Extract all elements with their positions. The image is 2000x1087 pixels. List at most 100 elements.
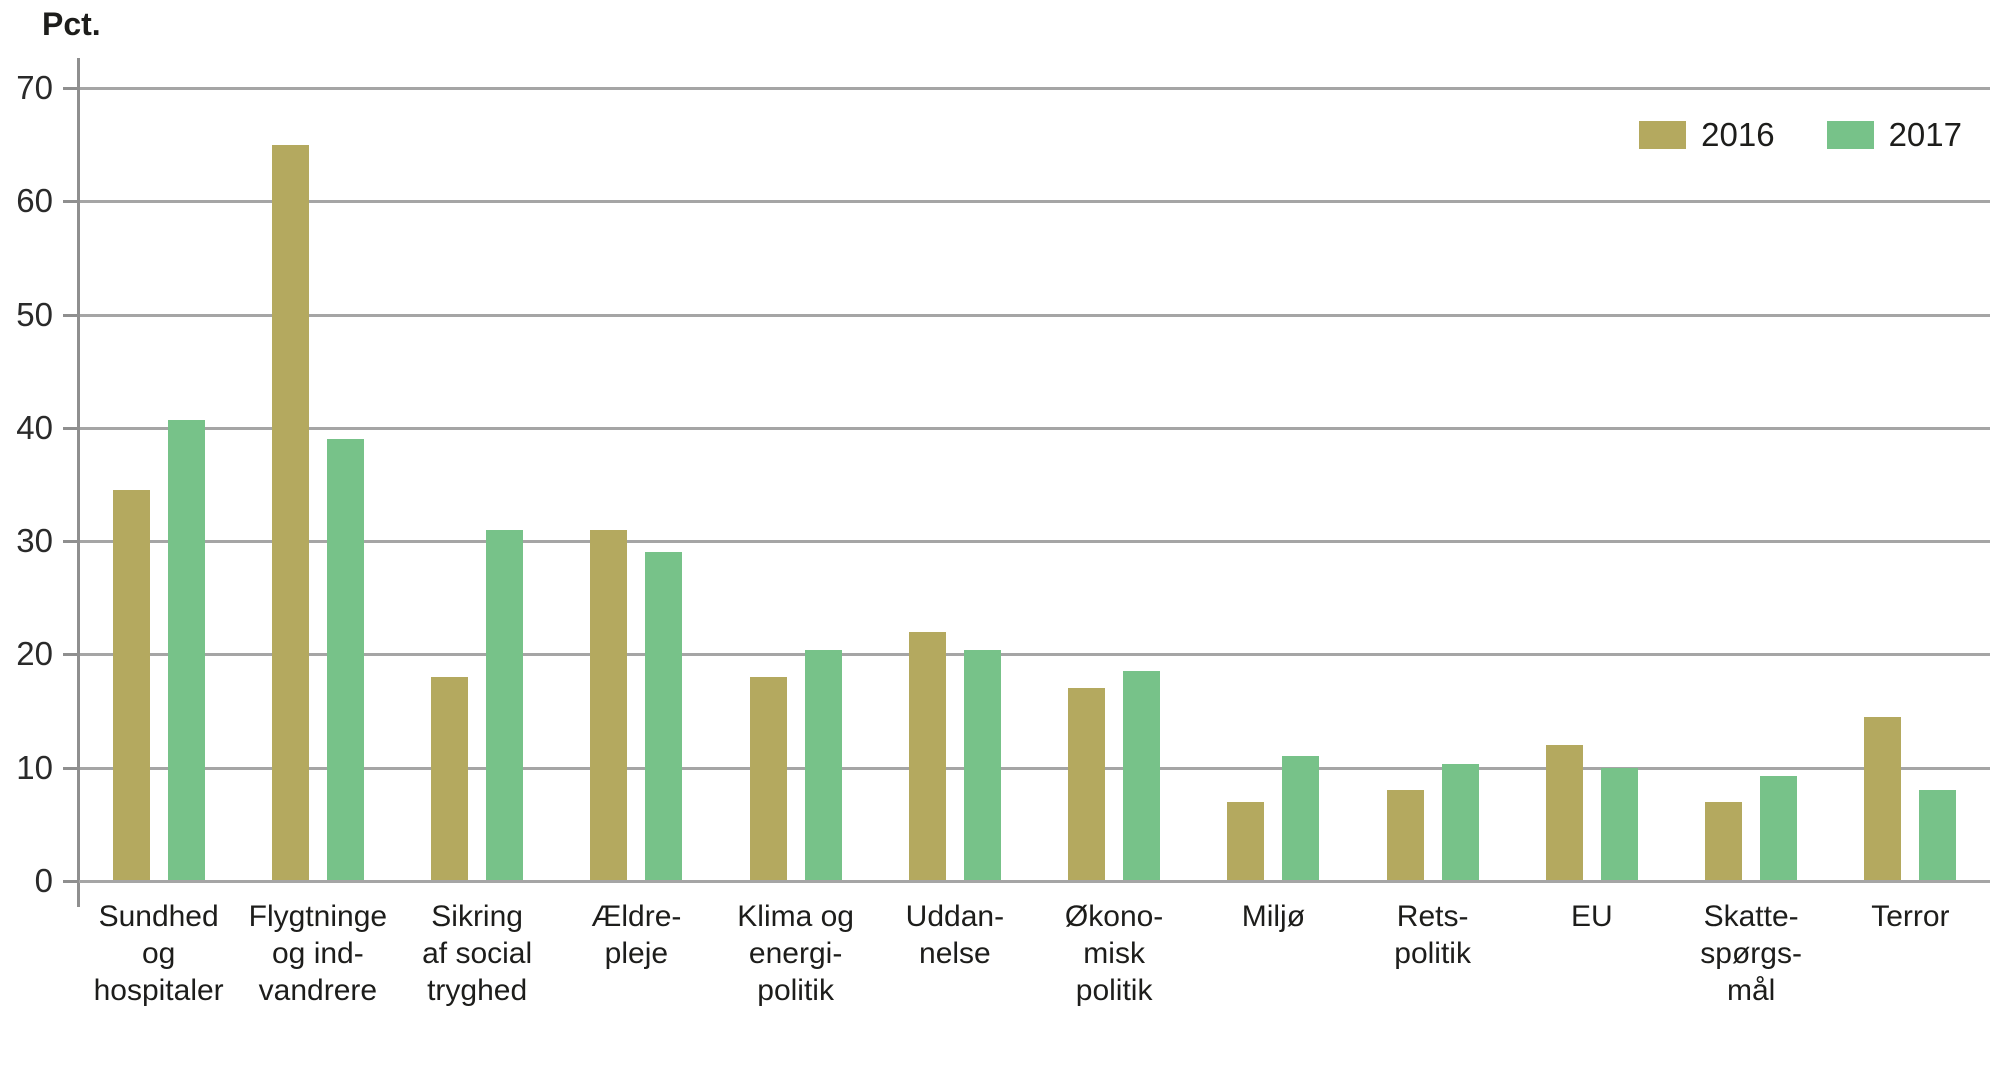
bar-2017-retspolitik — [1441, 764, 1479, 881]
bar-group-aeldrepleje — [557, 88, 716, 881]
x-label-miljoe: Miljø — [1194, 898, 1353, 1009]
bar-2016-aeldrepleje — [590, 529, 628, 881]
bar-2017-flygtninge-og-indvandrere — [326, 439, 364, 881]
gridline-70 — [79, 87, 1990, 90]
y-tick-0 — [63, 880, 79, 883]
x-label-line: mål — [1726, 974, 1776, 1007]
x-label-line: af social — [422, 937, 533, 970]
bar-2016-uddannelse — [908, 631, 946, 881]
x-label-line: Uddan- — [905, 900, 1005, 933]
y-tick-50 — [63, 313, 79, 317]
y-label-10: 10 — [16, 748, 53, 786]
x-label-terror: Terror — [1831, 898, 1990, 1009]
x-label-sundhed-og-hospitaler: Sundhed og hospitaler — [79, 898, 238, 1009]
y-axis-line — [77, 58, 80, 907]
y-tick-20 — [63, 653, 79, 657]
x-label-line: pleje — [604, 937, 669, 970]
x-label-aeldrepleje: Ældre-pleje — [557, 898, 716, 1009]
bar-2017-terror — [1919, 790, 1957, 881]
x-label-line: vandrere — [258, 974, 378, 1007]
y-tick-40 — [63, 426, 79, 430]
bar-2017-eu — [1600, 767, 1638, 881]
bar-2017-klima-og-energipolitik — [804, 649, 842, 881]
x-label-line: EU — [1571, 900, 1613, 933]
x-label-eu: EU — [1512, 898, 1671, 1009]
y-label-20: 20 — [16, 635, 53, 673]
x-label-flygtninge-og-indvandrere: Flygtninge og ind-vandrere — [238, 898, 397, 1009]
bar-group-uddannelse — [875, 88, 1034, 881]
y-tick-70 — [63, 87, 79, 90]
legend-swatch-2016 — [1639, 121, 1687, 149]
x-label-line: Ældre- — [591, 900, 682, 933]
y-axis-unit-label: Pct. — [42, 6, 101, 42]
bar-group-terror — [1831, 88, 1990, 881]
x-label-line: og — [141, 937, 176, 970]
x-label-line: Økono- — [1064, 900, 1164, 933]
bar-2017-skattespoergsmaal — [1760, 775, 1798, 881]
x-label-line: Sikring — [431, 900, 523, 933]
x-label-line: politik — [1075, 974, 1153, 1007]
gridline-60 — [79, 200, 1990, 204]
x-label-sikring-af-social-tryghed: Sikring af social tryghed — [398, 898, 557, 1009]
x-label-line: politik — [1394, 937, 1471, 970]
y-label-0: 0 — [34, 862, 53, 899]
gridline-50 — [79, 313, 1990, 317]
y-label-40: 40 — [16, 408, 53, 446]
bar-2016-sundhed-og-hospitaler — [112, 490, 150, 881]
x-label-line: Flygtninge — [248, 900, 388, 933]
x-label-line: energi- — [748, 937, 843, 970]
bar-group-klima-og-energipolitik — [716, 88, 875, 881]
bar-2016-retspolitik — [1386, 790, 1424, 881]
bar-2017-miljoe — [1282, 756, 1320, 881]
x-label-line: nelse — [919, 937, 991, 970]
bar-2016-miljoe — [1227, 801, 1265, 881]
legend: 2016 2017 — [1639, 116, 1962, 154]
bar-2017-aeldrepleje — [645, 552, 683, 881]
bar-2017-oekonomisk-politik — [1123, 671, 1161, 881]
bar-2016-sikring-af-social-tryghed — [431, 677, 469, 881]
y-label-30: 30 — [16, 522, 53, 560]
x-label-line: politik — [757, 974, 834, 1007]
bar-group-flygtninge-og-indvandrere — [238, 88, 397, 881]
bar-group-eu — [1512, 88, 1671, 881]
y-tick-60 — [63, 200, 79, 204]
x-axis-labels: Sundhed og hospitaler Flygtninge og ind-vand… — [79, 898, 1990, 1009]
x-label-line: Sundhed — [98, 900, 219, 933]
bar-2017-uddannelse — [963, 649, 1001, 881]
y-tick-10 — [63, 766, 79, 770]
bar-2016-skattespoergsmaal — [1705, 801, 1743, 881]
bar-group-oekonomisk-politik — [1035, 88, 1194, 881]
gridline-30 — [79, 540, 1990, 544]
x-label-line: og ind- — [272, 937, 364, 970]
bar-group-miljoe — [1194, 88, 1353, 881]
plot-area: 2016 2017 70 60 50 40 30 20 10 0 — [16, 58, 1990, 907]
bar-2016-flygtninge-og-indvandrere — [271, 144, 309, 881]
bar-2016-terror — [1864, 716, 1902, 881]
x-label-line: Klima og — [737, 900, 854, 933]
bar-2016-oekonomisk-politik — [1068, 688, 1106, 881]
bar-group-retspolitik — [1353, 88, 1512, 881]
y-label-50: 50 — [16, 295, 53, 333]
bar-2016-klima-og-energipolitik — [749, 677, 787, 881]
bar-group-sundhed-og-hospitaler — [79, 88, 238, 881]
y-label-70: 70 — [16, 69, 53, 106]
x-label-line: tryghed — [427, 974, 528, 1007]
legend-label-2017: 2017 — [1888, 116, 1962, 153]
x-label-oekonomisk-politik: Økono-misk politik — [1035, 898, 1194, 1009]
x-label-uddannelse: Uddan-nelse — [875, 898, 1034, 1009]
x-label-line: Skatte- — [1703, 900, 1799, 933]
x-label-line: Terror — [1871, 900, 1950, 933]
x-label-skattespoergsmaal: Skatte-spørgs-mål — [1672, 898, 1831, 1009]
x-label-line: Miljø — [1241, 900, 1306, 933]
gridline-10 — [79, 766, 1990, 770]
x-label-line: misk — [1083, 937, 1145, 970]
legend-swatch-2017 — [1826, 121, 1874, 149]
bar-group-skattespoergsmaal — [1672, 88, 1831, 881]
legend-label-2016: 2016 — [1701, 116, 1775, 153]
x-label-retspolitik: Rets-politik — [1353, 898, 1512, 1009]
x-label-line: spørgs- — [1700, 937, 1802, 970]
y-label-60: 60 — [16, 182, 53, 220]
gridline-0 — [79, 880, 1990, 883]
y-tick-30 — [63, 540, 79, 544]
